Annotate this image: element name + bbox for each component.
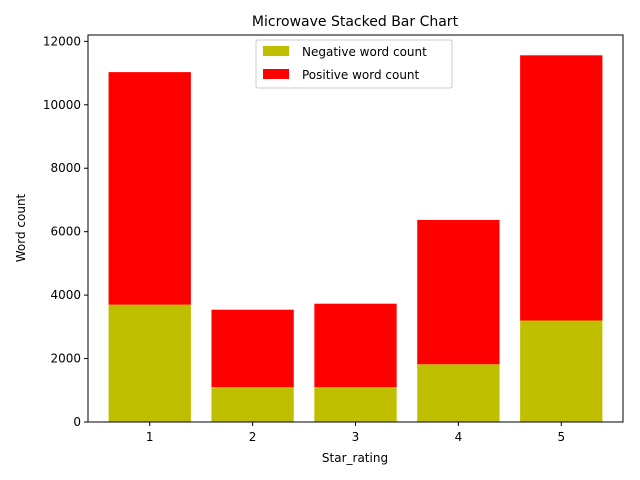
chart-title: Microwave Stacked Bar Chart — [252, 14, 459, 30]
legend-swatch-negative — [263, 46, 289, 56]
x-tick-label: 2 — [249, 430, 257, 444]
x-tick-label: 3 — [352, 430, 360, 444]
x-axis-label: Star_rating — [322, 451, 388, 465]
y-ticks-group: 0 2000 4000 6000 8000 10000 12000 — [43, 34, 88, 429]
x-ticks-group: 1 2 3 4 5 — [146, 422, 565, 444]
bar-negative-1 — [108, 304, 191, 422]
y-tick-label: 0 — [73, 415, 81, 429]
bar-negative-2 — [211, 387, 294, 422]
x-tick-label: 1 — [146, 430, 154, 444]
y-tick-label: 10000 — [43, 98, 81, 112]
bar-negative-5 — [520, 320, 603, 422]
plot-frame — [87, 34, 624, 423]
legend-swatch-positive — [263, 69, 289, 79]
bar-positive-4 — [417, 219, 500, 365]
x-tick-label: 4 — [455, 430, 463, 444]
bar-positive-3 — [314, 303, 397, 388]
bar-negative-4 — [417, 364, 500, 422]
bar-positive-1 — [108, 72, 191, 305]
y-tick-label: 6000 — [50, 225, 81, 239]
bar-negative-3 — [314, 387, 397, 422]
y-tick-label: 2000 — [50, 352, 81, 366]
legend: Negative word count Positive word count — [255, 39, 453, 89]
legend-label-positive: Positive word count — [302, 68, 420, 82]
y-axis-label: Word count — [14, 193, 28, 262]
x-tick-label: 5 — [557, 430, 565, 444]
bar-positive-5 — [520, 55, 603, 321]
legend-box — [255, 39, 453, 89]
y-tick-label: 4000 — [50, 288, 81, 302]
legend-label-negative: Negative word count — [302, 45, 427, 59]
y-tick-label: 12000 — [43, 34, 81, 48]
y-tick-label: 8000 — [50, 161, 81, 175]
bars-group — [108, 55, 603, 422]
bar-positive-2 — [211, 309, 294, 388]
